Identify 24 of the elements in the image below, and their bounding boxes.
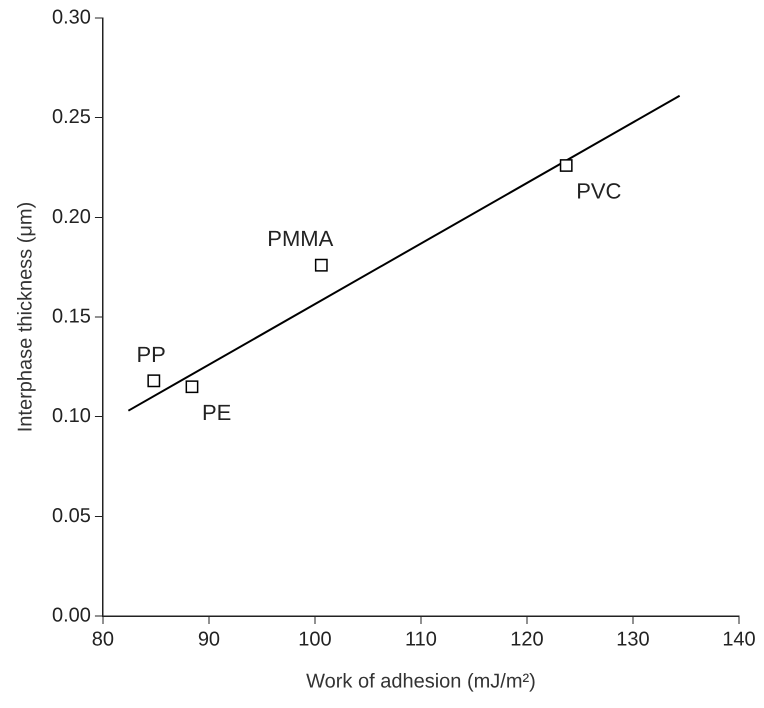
y-tick-label: 0.10	[52, 405, 91, 428]
y-tick-label: 0.05	[52, 504, 91, 527]
x-tick-label: 100	[298, 628, 332, 651]
point	[314, 258, 328, 272]
y-tick-label: 0.15	[52, 306, 91, 328]
annotation: PMMA	[267, 226, 334, 252]
annotation: PP	[136, 342, 166, 367]
point	[186, 380, 198, 394]
x-tick-label: 110	[405, 628, 437, 651]
point	[560, 159, 573, 172]
y-tick-label: 0.30	[52, 6, 91, 29]
x-tick-label: 80	[92, 628, 114, 651]
y-axis-title: Interphase thickness (μm)	[14, 202, 37, 432]
x-axis-title: Work of adhesion (mJ/m²)	[306, 670, 536, 693]
y-tick-label: 0.25	[52, 106, 91, 128]
annotation: PVC	[576, 178, 622, 204]
x-tick-label: 120	[510, 628, 544, 651]
x-tick-label: 130	[616, 628, 650, 651]
annotation: PE	[202, 400, 232, 425]
point	[147, 374, 160, 388]
y-tick-label: 0.20	[52, 206, 91, 228]
x-tick-label: 140	[722, 628, 756, 651]
x-tick-label: 90	[198, 628, 220, 651]
y-tick-label: 0.00	[52, 604, 91, 627]
